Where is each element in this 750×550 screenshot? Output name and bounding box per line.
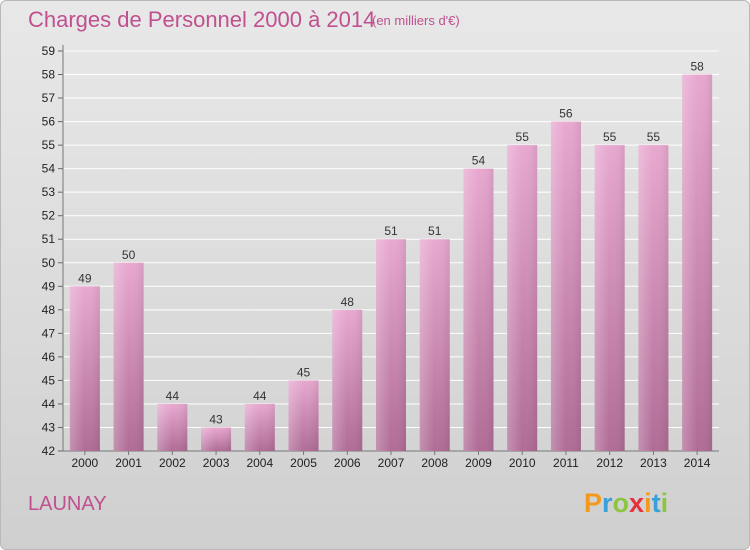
x-tick-label: 2006: [334, 456, 361, 470]
y-tick-label: 58: [42, 68, 56, 82]
y-tick-label: 53: [42, 185, 56, 199]
bar-shade-2002: [157, 403, 188, 451]
y-tick-label: 46: [42, 350, 56, 364]
logo-letter: P: [584, 488, 603, 518]
x-tick-label: 2004: [246, 456, 273, 470]
data-label: 48: [341, 295, 355, 309]
y-tick-label: 42: [42, 444, 56, 458]
bar-shade-2012: [594, 145, 625, 451]
data-label: 45: [297, 365, 311, 379]
y-tick-labels: 42 43 44 45 46 47 48 49 50 51 52 53 54 55 56 57 58 59: [42, 44, 56, 458]
x-tick-label: 2009: [465, 456, 492, 470]
proxiti-logo: Proxiti: [584, 488, 668, 519]
bar-shade-2010: [507, 145, 538, 451]
chart-subtitle: (en milliers d'€): [372, 13, 460, 28]
y-tick-label: 43: [42, 420, 56, 434]
x-tick-label: 2001: [115, 456, 142, 470]
x-tick-label: 2000: [72, 456, 99, 470]
y-tick-label: 49: [42, 279, 56, 293]
y-tick-label: 56: [42, 115, 56, 129]
x-tick-label: 2014: [684, 456, 711, 470]
data-label: 44: [166, 389, 180, 403]
bar-shade-2013: [638, 145, 669, 451]
data-label: 51: [384, 224, 398, 238]
data-label: 51: [428, 224, 442, 238]
y-tick-label: 47: [42, 326, 56, 340]
data-label: 55: [603, 130, 617, 144]
bar-shade-2005: [288, 380, 319, 451]
data-label: 49: [78, 271, 92, 285]
y-tick-label: 51: [42, 232, 56, 246]
x-tick-label: 2003: [203, 456, 230, 470]
data-label: 54: [472, 154, 486, 168]
bar-shade-2009: [463, 168, 494, 451]
x-tick-label: 2008: [421, 456, 448, 470]
bar-shade-2000: [69, 286, 100, 451]
x-tick-label: 2011: [553, 456, 579, 470]
y-tick-label: 48: [42, 303, 56, 317]
data-label: 58: [690, 60, 704, 74]
bar-shade-2003: [201, 427, 232, 451]
logo-letter: i: [644, 488, 652, 518]
x-tick-label: 2010: [509, 456, 536, 470]
bar-shade-2008: [419, 239, 450, 451]
x-tick-label: 2012: [596, 456, 623, 470]
y-tick-label: 52: [42, 209, 56, 223]
bar-shade-2014: [682, 74, 713, 451]
x-tick-label: 2005: [290, 456, 317, 470]
y-tick-label: 59: [42, 44, 56, 58]
x-tick-label: 2013: [640, 456, 667, 470]
commune-name: LAUNAY: [28, 493, 107, 515]
logo-letter: x: [629, 488, 645, 518]
logo-letter: t: [651, 488, 661, 518]
bar-shade-2004: [244, 403, 275, 451]
y-tick-label: 57: [42, 91, 56, 105]
data-label: 50: [122, 248, 136, 262]
chart-title: Charges de Personnel 2000 à 2014: [28, 7, 376, 32]
y-tick-label: 55: [42, 138, 56, 152]
data-label: 55: [516, 130, 530, 144]
y-tick-label: 45: [42, 373, 56, 387]
x-tick-label: 2002: [159, 456, 186, 470]
data-label: 43: [209, 412, 223, 426]
data-label: 55: [647, 130, 661, 144]
y-tick-label: 54: [42, 162, 56, 176]
data-labels: 49 50 44 43 44 45 48 51 51 54 55 56 55 55 58: [78, 60, 704, 427]
bar-shade-2006: [332, 309, 363, 451]
x-tick-label: 2007: [378, 456, 405, 470]
bars: [69, 74, 713, 452]
bar-shade-2011: [550, 121, 581, 452]
data-label: 56: [559, 107, 573, 121]
bar-shade-2007: [376, 239, 406, 451]
logo-letter: i: [660, 488, 669, 518]
logo-letter: r: [602, 488, 613, 518]
logo-letter: o: [612, 488, 630, 518]
y-tick-label: 44: [42, 397, 56, 411]
y-tick-label: 50: [42, 256, 56, 270]
data-label: 44: [253, 389, 267, 403]
x-tick-labels: 2000 2001 2002 2003 2004 2005 2006 2007 2008 2009…: [72, 456, 711, 470]
bar-shade-2001: [113, 262, 144, 451]
